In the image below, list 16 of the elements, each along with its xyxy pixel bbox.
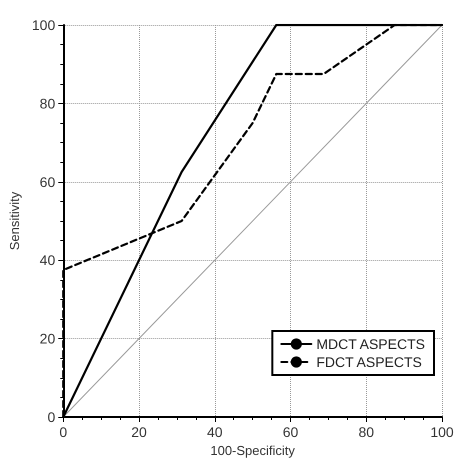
y-tick-label: 80 <box>40 95 56 112</box>
y-tick-label: 60 <box>40 174 56 190</box>
x-tick-label: 80 <box>358 424 374 440</box>
x-tick-label: 20 <box>131 424 148 440</box>
x-tick-label: 100 <box>430 424 454 440</box>
x-tick-label: 40 <box>206 424 223 440</box>
legend-label: MDCT ASPECTS <box>316 336 425 352</box>
y-axis-title: Sensitivity <box>7 191 22 250</box>
y-tick-label: 40 <box>40 252 56 268</box>
x-tick-label: 0 <box>59 424 68 440</box>
x-axis-title: 100-Specificity <box>210 442 296 458</box>
legend-label: FDCT ASPECTS <box>316 354 422 370</box>
y-tick-label: 100 <box>32 17 56 33</box>
y-tick-label: 0 <box>47 409 56 425</box>
y-tick-label: 20 <box>40 330 56 347</box>
x-tick-label: 60 <box>282 424 298 440</box>
